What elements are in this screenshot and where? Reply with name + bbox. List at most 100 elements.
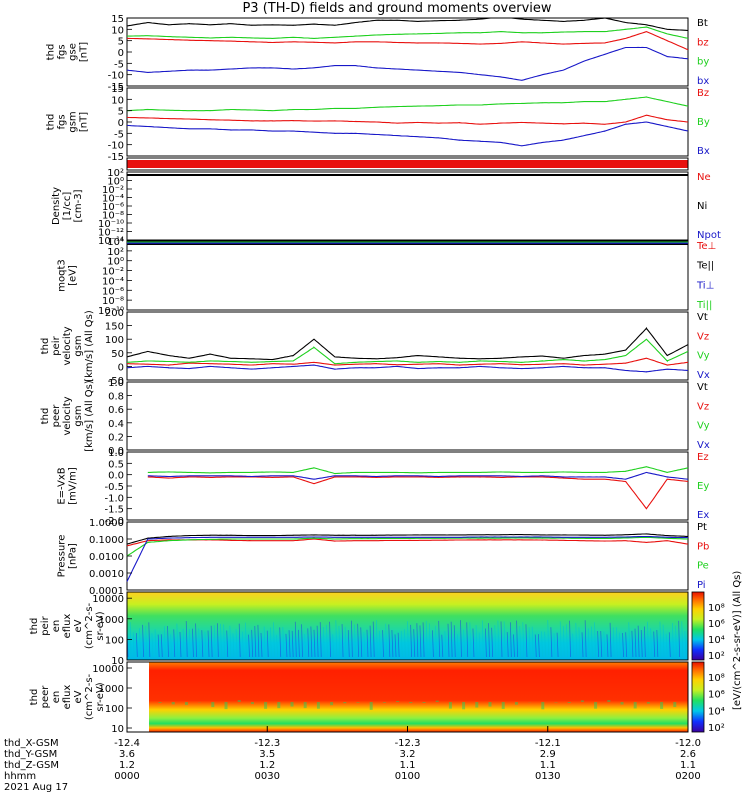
spectrogram-streak [142,624,144,658]
y-tick-label: 10⁻⁸ [102,296,124,307]
y-axis-label: [km/s] (All Qs) [84,380,95,452]
colorbar-title: [eV/(cm^2-s-sr-eV)] (All Qs) [732,571,743,710]
spectrogram-streak [316,625,319,658]
y-tick-label: 10 [111,95,124,106]
y-axis-label: (cm^2-s- [84,602,95,649]
spectrogram-streak [672,622,674,658]
legend-label: bx [697,76,709,87]
series-pt-line [126,533,688,545]
spectrogram-streak [403,629,406,658]
y-axis-label: eV [73,619,84,632]
y-axis-label: sr-eV) [95,682,106,711]
legend-label: Ti⊥ [696,280,714,291]
spectrogram-streak [525,624,528,658]
x-row-label: 2021 Aug 17 [4,782,68,793]
spectrogram-streak [332,634,335,658]
y-axis-label: gsm [73,335,84,356]
y-tick-label: 10 [111,656,124,667]
y-tick-label: -15 [108,152,124,163]
y-axis-label: thd [40,408,51,425]
spectrogram-streak [341,624,344,658]
spectrogram-streak [410,624,413,658]
y-tick-label: -15 [108,82,124,93]
spectrogram-streak [584,620,587,658]
spectrogram-streak [444,630,447,658]
spectrogram-streak [534,634,537,658]
spectrogram-streak [562,626,565,658]
spectrogram-streak [235,629,238,658]
x-tick-label: 1.1 [400,760,416,771]
y-tick-label: 100 [105,635,124,646]
spectrogram-streak [223,624,226,658]
x-tick-label: 1.1 [540,760,556,771]
series-vz-line [126,357,689,366]
spectrogram-streak [329,621,331,658]
legend-label: Bt [697,18,708,29]
spectrogram-streak [569,620,571,658]
y-tick-label: -1.0 [104,493,124,504]
spectrogram-streak [176,623,179,658]
y-tick-label: 10 [111,724,124,735]
spectrogram-streak [603,631,606,658]
y-axis-label: peir [51,335,62,355]
y-axis-label: Pressure [57,535,68,578]
panel-frame [126,240,689,311]
y-tick-label: 10⁻¹⁰ [98,219,124,230]
spectrogram-streak [503,621,506,658]
y-axis-label: [1/cc] [62,192,73,221]
y-tick-label: 10⁻¹⁰ [98,306,124,317]
spectrogram-streak [656,630,659,658]
legend-label: Ne [697,172,711,183]
colorbar [691,591,705,661]
spectrogram-streak [600,630,603,658]
spectrogram-streak [145,626,148,658]
spectrogram-streak [254,625,257,658]
series-bx-line [126,46,689,81]
y-tick-label: 0.1000 [89,535,124,546]
spectrogram-streak [157,634,160,658]
spectrogram-streak [640,630,643,658]
panel-9: 10⁸ 10⁶ 10⁴ 10² [eV/(cm^2-s-sr-eV)] (All Qs)… [29,571,743,710]
colorbar-tick-label: 10⁸ [708,603,725,614]
series-vt-line [126,326,689,361]
legend-label: Vt [697,312,708,323]
y-tick-label: 10⁻⁴ [102,194,124,205]
spectrogram-streak [167,625,169,658]
y-axis-label: [cm-3] [73,189,84,222]
panel-frame [126,157,689,171]
legend-label: By [697,117,710,128]
spectrogram-streak [497,620,500,658]
spectrogram-streak [397,632,400,658]
spectrogram-streak [291,630,294,658]
x-axis-labels: -12.43.61.20000-12.33.51.20030-12.33.21.… [4,726,701,793]
spectrogram-streak [388,624,391,658]
y-tick-label: 10⁻² [102,267,124,278]
spectrogram-streak [363,632,366,658]
colorbar-tick-label: 10⁴ [708,635,725,646]
y-tick-label: 5 [118,107,124,118]
y-tick-label: 10⁻¹⁴ [98,236,124,247]
legend-label: Vz [697,331,709,342]
spectrogram-streak [619,632,621,658]
y-tick-label: 1000 [99,615,124,626]
legend-label: Pb [697,541,709,552]
spectrogram-streak [192,628,194,658]
x-row-label: hhmm [4,771,36,782]
spectrogram-streak [357,623,360,658]
spectrogram-streak [541,631,543,658]
spectrogram-streak [494,625,497,658]
spectrogram-streak [229,625,232,658]
y-axis-label: [mV/m] [68,467,79,505]
y-tick-label: 0.4 [108,419,124,430]
y-tick-label: 0.0100 [89,552,124,563]
panel-10: 10⁸ 10⁶ 10⁴ 10² 10000 1000 100 10 thd peer en eflux… [29,661,725,735]
spectrogram-streak [198,628,201,658]
y-axis-label: en [51,620,62,633]
spectrogram-streak [581,632,584,658]
spectrogram-streak [650,628,652,658]
panel-5: Vt Vz Vy Vx 200 150 100 50 0 -50 thd peir velocity gs… [40,308,710,387]
spectrogram-streak [391,629,394,658]
spectrogram-streak [662,624,665,658]
